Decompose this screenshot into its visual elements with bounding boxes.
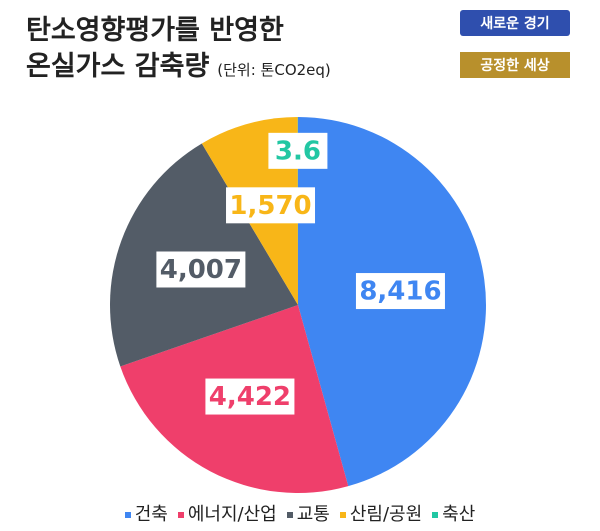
- legend-item: 에너지/산업: [177, 500, 277, 526]
- title-line: 탄소영향평가를 반영한: [26, 15, 284, 46]
- legend-item: 건축: [124, 500, 168, 526]
- title-line: 온실가스 감축량 (단위: 톤CO2eq): [26, 44, 331, 83]
- value-label: 8,416: [359, 277, 441, 307]
- legend-label: 건축: [134, 504, 168, 525]
- label-box: [226, 187, 316, 224]
- legend-swatch: [124, 512, 131, 518]
- legend-swatch: [432, 512, 439, 518]
- unit: (단위: 톤CO2eq): [217, 61, 331, 79]
- logo-bottom: 공정한 세상: [460, 52, 570, 78]
- legend-item: 교통: [286, 500, 330, 526]
- value-label: 3.6: [275, 136, 321, 166]
- logo-top: 새로운 경기: [460, 10, 570, 36]
- legend: 건축 에너지/산업 교통 산림/공원 축산: [0, 500, 600, 526]
- pie-chart: 8,416 4,422 4,007 1,570 3.6: [110, 117, 486, 493]
- title-text: 온실가스 감축량: [26, 51, 210, 82]
- legend-swatch: [177, 512, 184, 518]
- label-box: [205, 378, 295, 415]
- legend-label: 산림/공원: [349, 504, 423, 525]
- legend-swatch: [286, 512, 293, 518]
- label-box: [355, 273, 445, 310]
- legend-item: 축산: [432, 500, 475, 526]
- legend-label: 축산: [442, 504, 476, 525]
- legend-label: 교통: [296, 504, 330, 525]
- value-label: 4,007: [160, 255, 242, 285]
- legend-item: 산림/공원: [339, 500, 423, 526]
- label-box: [156, 251, 246, 288]
- value-label: 4,422: [209, 382, 291, 412]
- legend-swatch: [339, 512, 346, 518]
- label-box: [268, 132, 328, 169]
- legend-label: 에너지/산업: [187, 504, 277, 525]
- value-label: 1,570: [229, 191, 311, 221]
